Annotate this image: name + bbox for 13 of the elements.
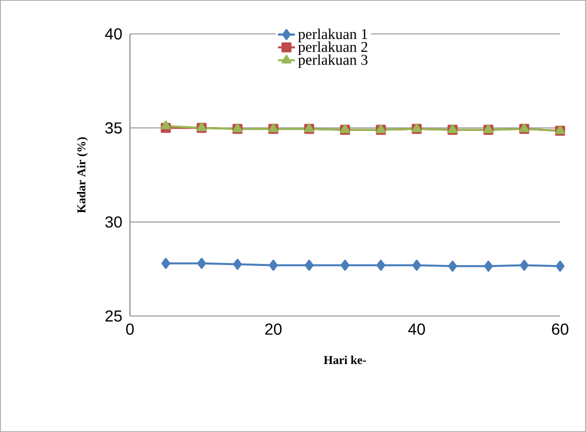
legend-label: perlakuan 3 (298, 54, 368, 68)
y-tick-label: 40 (105, 28, 122, 40)
y-tick-label: 25 (105, 310, 122, 322)
y-tick-label: 35 (105, 122, 122, 134)
y-tick-label: 30 (105, 216, 122, 228)
legend-label: perlakuan 1 (298, 28, 368, 42)
x-axis-title: Hari ke- (324, 356, 366, 364)
legend-label: perlakuan 2 (298, 42, 368, 56)
y-axis-title: Kadar Air (%) (77, 137, 88, 213)
x-tick-label: 60 (552, 324, 568, 335)
x-tick-label: 40 (408, 324, 425, 335)
x-tick-label: 0 (126, 324, 134, 335)
x-tick-label: 20 (265, 324, 282, 335)
